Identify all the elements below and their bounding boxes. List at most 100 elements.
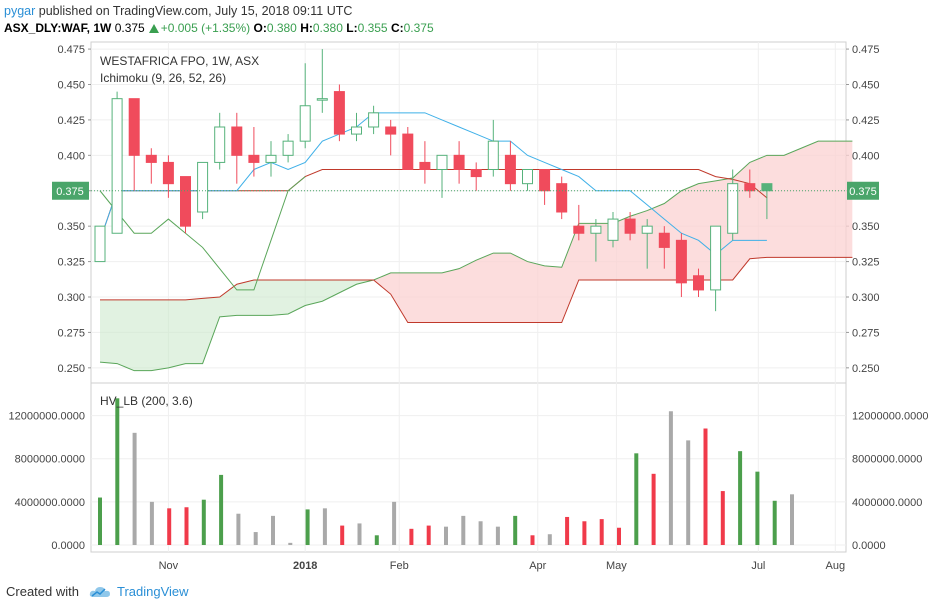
high-label: H:	[300, 21, 313, 35]
volume-bar	[392, 501, 397, 545]
candle-body	[504, 154, 516, 185]
volume-bar	[288, 542, 293, 545]
candle-body	[351, 126, 362, 135]
candle-body	[385, 126, 397, 135]
volume-bar	[167, 508, 172, 545]
volume-bar	[617, 527, 621, 545]
last-price-tag-left	[52, 181, 89, 200]
volume-bar	[409, 528, 414, 545]
y-tick-label-left: 0.325	[57, 257, 85, 269]
y-tick-label-right: 0.350	[852, 221, 880, 233]
candle-body	[761, 183, 773, 192]
candle-body	[402, 133, 414, 170]
vol-tick-label-left: 4000000.0000	[15, 497, 85, 509]
volume-bar	[703, 428, 708, 545]
high-value: 0.380	[312, 21, 343, 35]
candle-body	[145, 154, 157, 163]
volume-bar	[357, 523, 362, 545]
candle-body	[590, 225, 602, 234]
vol-tick-label-left: 12000000.0000	[9, 411, 85, 423]
volume-indicator-label: HV_LB (200, 3.6)	[100, 394, 193, 408]
candle-body	[641, 225, 653, 234]
volume-bar	[651, 473, 656, 545]
volume-bar	[495, 526, 500, 545]
candle-body	[162, 161, 174, 185]
x-tick-label: Apr	[529, 560, 546, 572]
open-label: O:	[253, 21, 267, 35]
tradingview-link[interactable]: TradingView	[116, 584, 189, 599]
last-price-tag	[847, 181, 879, 200]
last-price-label: 0.375	[849, 186, 877, 198]
volume-bar	[738, 451, 743, 545]
volume-bar	[236, 513, 241, 545]
candle-body	[299, 105, 311, 142]
y-tick-label-right: 0.400	[852, 150, 880, 162]
author-link[interactable]: pygar	[4, 4, 36, 18]
candle-body	[436, 154, 448, 170]
volume-bar	[720, 491, 725, 545]
candle-body	[368, 112, 380, 128]
candle-body	[675, 239, 687, 284]
ohlc-bar: ASX_DLY:WAF, 1W 0.375 +0.005 (+1.35%) O:0…	[4, 21, 434, 35]
candle-body	[744, 183, 756, 192]
candle-body	[111, 98, 123, 234]
y-tick-label-right: 0.300	[852, 292, 880, 304]
price-value: 0.375	[114, 21, 145, 35]
volume-bar	[115, 398, 120, 545]
candle-body	[248, 154, 260, 163]
volume-bar	[184, 507, 189, 545]
vol-tick-label-right: 4000000.0000	[852, 497, 922, 509]
candle-body	[128, 98, 140, 156]
candle-body	[727, 183, 739, 234]
volume-bar	[98, 497, 102, 545]
y-tick-label-left: 0.275	[57, 327, 85, 339]
volume-bar	[132, 432, 137, 545]
volume-bar	[374, 535, 379, 545]
volume-bar	[582, 521, 587, 545]
candle-body	[487, 140, 499, 171]
x-tick-label: Feb	[390, 560, 409, 572]
y-tick-label-right: 0.250	[852, 363, 880, 375]
close-label: C:	[390, 21, 404, 35]
price-change: +0.005 (+1.35%)	[160, 21, 251, 35]
candle-body	[419, 161, 431, 171]
x-tick-label: Nov	[159, 560, 179, 572]
x-tick-label: May	[606, 560, 627, 572]
candle-body	[539, 169, 551, 192]
candle-body	[333, 91, 345, 135]
y-tick-label-left: 0.250	[57, 363, 85, 375]
volume-bar	[478, 521, 483, 545]
y-tick-label-left: 0.450	[57, 80, 85, 92]
candle-body	[624, 218, 636, 234]
y-tick-label-right: 0.425	[852, 115, 880, 127]
vol-tick-label-left: 0.0000	[51, 540, 85, 552]
chikou-line	[99, 176, 306, 291]
volume-bar	[340, 525, 345, 545]
volume-bar	[305, 509, 310, 545]
volume-bar	[444, 526, 448, 545]
volume-bar	[149, 501, 154, 545]
tradingview-logo-icon	[89, 586, 111, 598]
volume-bar	[547, 534, 552, 545]
volume-bar	[668, 411, 673, 545]
low-value: 0.355	[357, 21, 388, 35]
vol-tick-label-right: 8000000.0000	[852, 454, 922, 466]
candle-body	[607, 218, 619, 241]
volume-bar	[461, 515, 466, 545]
candle-body	[214, 126, 226, 163]
candle-body	[94, 225, 106, 263]
y-tick-label-left: 0.475	[57, 44, 85, 56]
published-text: published on TradingView.com, July 15, 2…	[38, 4, 353, 18]
volume-bar	[322, 508, 327, 545]
volume-bar	[755, 471, 760, 545]
up-arrow-icon	[148, 24, 159, 33]
open-value: 0.380	[266, 21, 297, 35]
indicator-label: Ichimoku (9, 26, 52, 26)	[100, 71, 226, 85]
symbol-label: ASX_DLY:WAF, 1W	[4, 21, 112, 35]
y-tick-label-left: 0.400	[57, 150, 85, 162]
candle-body	[470, 169, 482, 178]
chart-title: WESTAFRICA FPO, 1W, ASX	[100, 54, 259, 68]
candle-body	[693, 275, 704, 291]
volume-bar	[271, 515, 275, 545]
